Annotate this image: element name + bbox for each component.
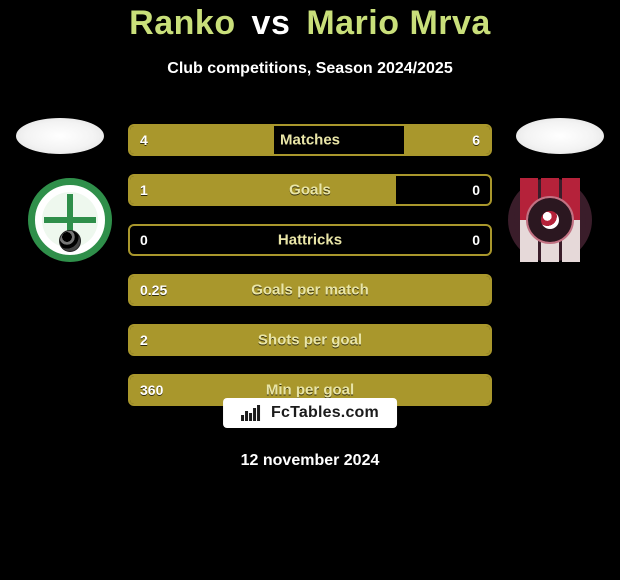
date-text: 12 november 2024: [0, 452, 620, 470]
stat-metric-label: Goals per match: [130, 282, 490, 299]
stat-row: 1Goals0: [128, 174, 492, 206]
stat-value-right: 6: [472, 132, 480, 148]
vs-label: vs: [252, 4, 291, 42]
stat-row: 4Matches6: [128, 124, 492, 156]
stat-metric-label: Hattricks: [130, 232, 490, 249]
stat-metric-label: Goals: [130, 182, 490, 199]
subtitle: Club competitions, Season 2024/2025: [0, 60, 620, 78]
comparison-card: Ranko vs Mario Mrva Club competitions, S…: [0, 0, 620, 580]
stat-value-right: 0: [472, 232, 480, 248]
player-left-silhouette: [16, 118, 104, 154]
player-right-silhouette: [516, 118, 604, 154]
page-title: Ranko vs Mario Mrva: [0, 4, 620, 43]
brand-text: FcTables.com: [271, 404, 379, 422]
stat-row: 0.25Goals per match: [128, 274, 492, 306]
stat-row: 0Hattricks0: [128, 224, 492, 256]
brand-badge: FcTables.com: [223, 398, 397, 428]
brand-mark-icon: [241, 405, 263, 421]
stat-bars: 4Matches61Goals00Hattricks00.25Goals per…: [128, 124, 492, 406]
stat-value-right: 0: [472, 182, 480, 198]
player-left-name: Ranko: [129, 4, 235, 42]
stat-metric-label: Min per goal: [130, 382, 490, 399]
player-right-name: Mario Mrva: [306, 4, 491, 42]
zeleziarne-podbrezova-logo: [508, 178, 592, 262]
stat-metric-label: Shots per goal: [130, 332, 490, 349]
stat-row: 2Shots per goal: [128, 324, 492, 356]
stat-metric-label: Matches: [130, 132, 490, 149]
mfk-skalica-logo: [28, 178, 112, 262]
